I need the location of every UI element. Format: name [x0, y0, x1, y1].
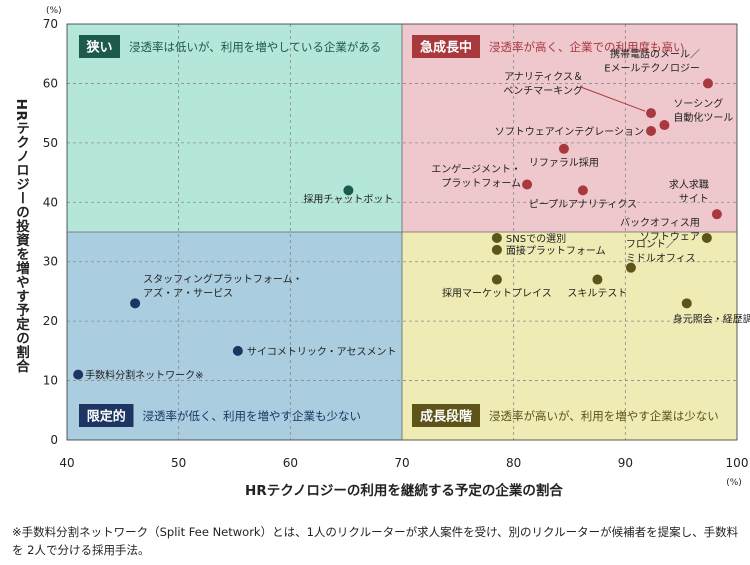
point-label: ミドルオフィス: [626, 253, 696, 265]
y-tick-label: 50: [43, 136, 58, 150]
x-unit-label: (%): [726, 478, 742, 488]
point-marker: [130, 298, 141, 309]
point-label: アナリティクス＆: [504, 71, 583, 83]
footnote: ※手数料分割ネットワーク（Split Fee Network）とは、1人のリクル…: [12, 525, 739, 557]
x-tick-label: 60: [283, 456, 298, 470]
point-label: リファラル採用: [529, 156, 599, 169]
y-tick-label: 20: [43, 314, 58, 328]
point-label: エンゲージメント・: [431, 163, 521, 175]
quadrant-tag-bottom-left: 限定的: [87, 409, 126, 425]
y-tick-label: 60: [43, 76, 58, 90]
quadrant-tag-bg-top-left: [79, 35, 120, 58]
quadrant-top-right: [402, 24, 737, 232]
point-marker: [343, 185, 354, 196]
quadrant-tag-top-left: 狭い: [85, 40, 112, 56]
quadrant-top-left: [67, 24, 402, 232]
point-label: SNSでの選別: [506, 232, 566, 245]
leader-line: [580, 86, 646, 112]
point-label: アズ・ア・サービス: [143, 286, 233, 299]
point-marker: [701, 232, 712, 243]
point-label: 身元照会・経歴調査: [673, 312, 750, 325]
point-label: フロント／: [626, 239, 676, 251]
quadrant-tag-top-right: 急成長中: [420, 40, 472, 56]
scatter-chart: 0 10 20 30 40 50 60 70 40 50 60 70 80 90 100 (%) (%) HRテク…: [13, 6, 750, 499]
quadrant-tag-bg-bottom-right: [412, 404, 480, 427]
point-marker: [646, 125, 657, 136]
point-label: サイト: [679, 193, 709, 205]
x-tick-label: 90: [618, 456, 633, 470]
y-tick-label: 70: [43, 17, 58, 31]
point-marker: [702, 78, 713, 89]
quadrant-desc-bottom-right: 浸透率が高いが、利用を増やす企業は少ない: [489, 409, 719, 423]
quadrant-tag-bg-top-right: [412, 35, 480, 58]
y-tick-label: 30: [43, 255, 58, 269]
point-label: スタッフィングプラットフォーム・: [143, 272, 303, 285]
y-tick-label: 10: [43, 374, 58, 388]
point-label: サイコメトリック・アセスメント: [247, 346, 397, 358]
point-label: ピープルアナリティクス: [529, 198, 637, 210]
point-marker: [711, 209, 722, 220]
point-marker: [592, 274, 603, 285]
quadrant-desc-top-left: 浸透率は低いが、利用を増やしている企業がある: [129, 40, 381, 54]
point-label: ベンチマーキング: [503, 84, 583, 97]
x-tick-label: 80: [506, 456, 521, 470]
point-marker: [522, 179, 533, 190]
point-label: ソーシング: [673, 97, 723, 110]
point-label: スキルテスト: [567, 289, 627, 300]
point-marker: [491, 232, 502, 243]
x-tick-label: 40: [59, 456, 74, 470]
y-tick-label: 40: [43, 195, 58, 209]
point-label: 面接プラットフォーム: [506, 244, 606, 257]
y-tick-label: 0: [50, 433, 58, 447]
point-label: バックオフィス用: [620, 217, 700, 229]
point-label: ソフトウェアインテグレーション: [495, 125, 644, 138]
point-label: 求人求職: [669, 179, 709, 191]
quadrant-tag-bottom-right: 成長段階: [420, 409, 472, 425]
y-unit-label: (%): [46, 6, 62, 16]
point-marker: [558, 143, 569, 154]
point-label: 自動化ツール: [673, 111, 733, 124]
point-marker: [232, 345, 243, 356]
quadrant-desc-top-right: 浸透率が高く、企業での利用度も高い: [489, 40, 685, 54]
point-marker: [625, 262, 636, 273]
point-marker: [681, 298, 692, 309]
x-tick-label: 100: [726, 456, 749, 470]
x-tick-label: 50: [171, 456, 186, 470]
point-label: 携帯電話のメール／: [610, 47, 700, 60]
point-marker: [646, 108, 657, 119]
point-label: プラットフォーム: [441, 177, 521, 189]
x-tick-label: 70: [394, 456, 409, 470]
point-label: 手数料分割ネットワーク※: [85, 369, 203, 382]
point-marker: [491, 244, 502, 255]
point-marker: [659, 120, 670, 131]
x-axis-title: HRテクノロジーの利用を継続する予定の企業の割合: [245, 482, 563, 499]
point-marker: [577, 185, 588, 196]
quadrant-desc-bottom-left: 浸透率が低く、利用を増やす企業も少ない: [143, 409, 362, 423]
y-axis-title: HRテクノロジーの投資を増やす予定の割合: [13, 99, 30, 375]
point-label: 採用マーケットプレイス: [442, 287, 552, 300]
quadrant-tag-bg-bottom-left: [79, 404, 134, 427]
point-marker: [491, 274, 502, 285]
point-label: ソフトウェア: [640, 231, 700, 243]
point-marker: [73, 369, 84, 380]
point-label: Eメールテクノロジー: [604, 62, 700, 74]
point-label: 採用チャットボット: [303, 192, 393, 205]
